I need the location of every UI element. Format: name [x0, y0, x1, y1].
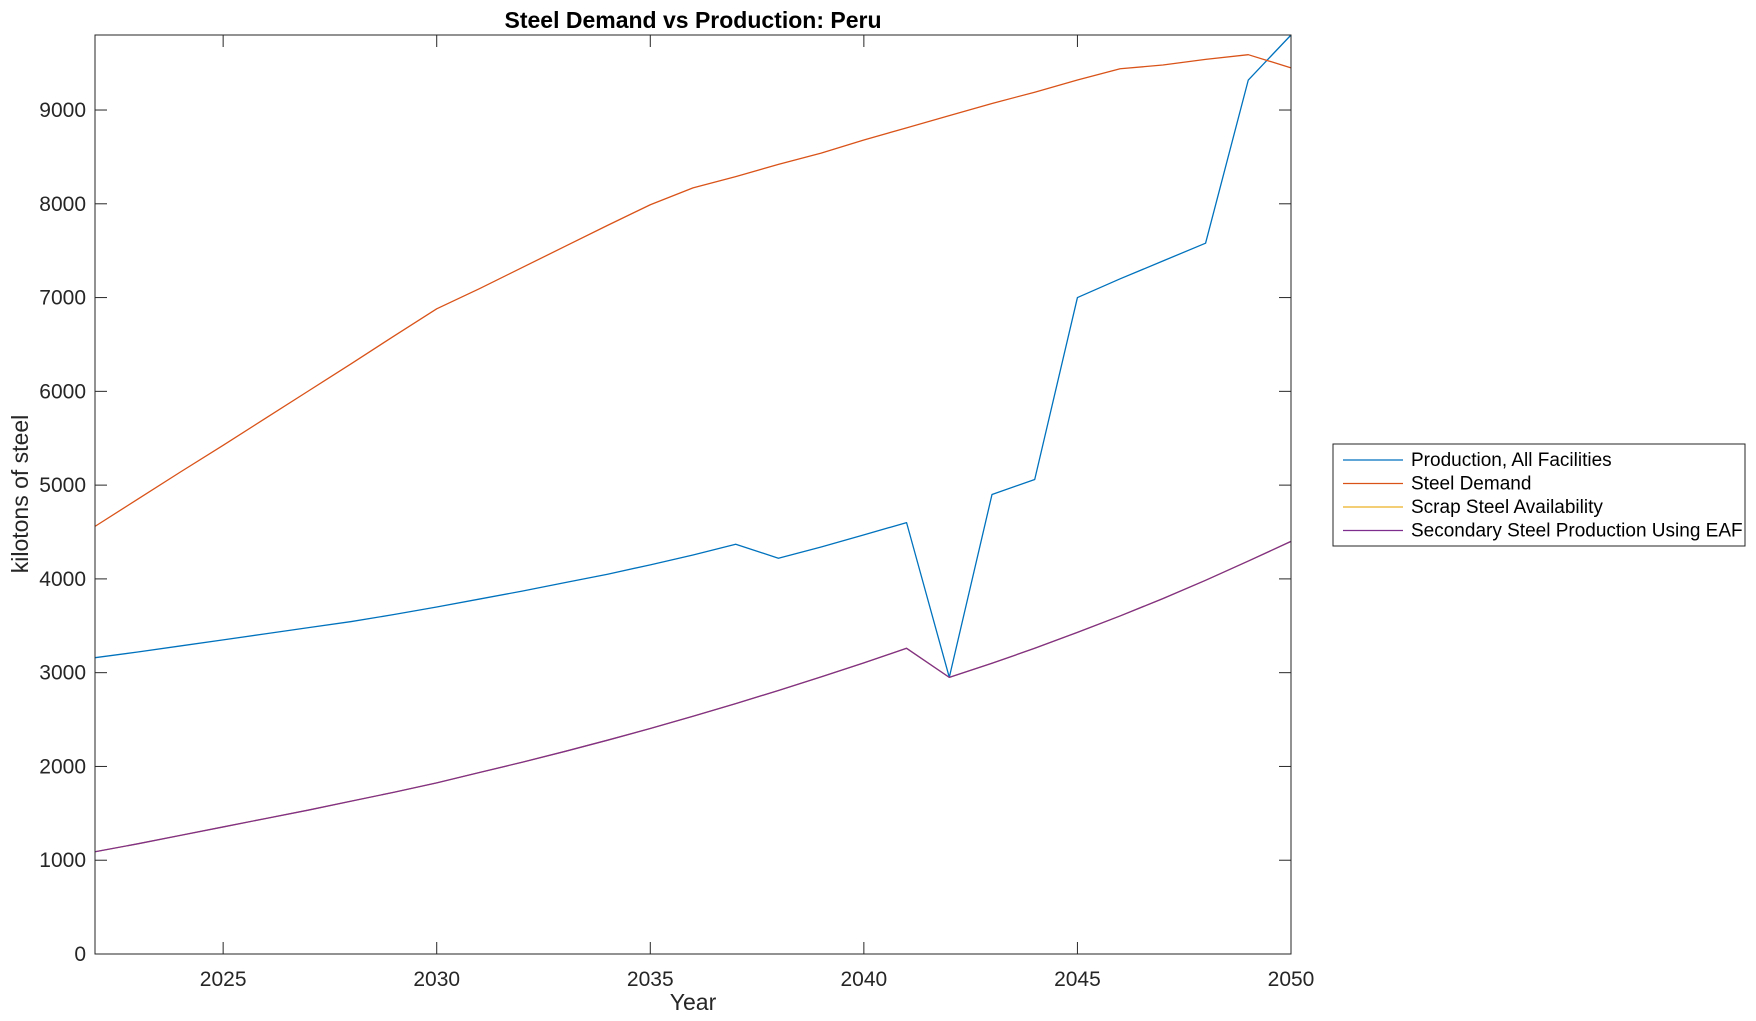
series-layer: [94, 34, 1292, 853]
plot-border: [94, 34, 1292, 955]
legend-label: Scrap Steel Availability: [1411, 497, 1603, 518]
y-tick-label: 4000: [39, 568, 86, 591]
y-tick-label: 8000: [39, 193, 86, 216]
y-tick-label: 9000: [39, 99, 86, 122]
y-tick-label: 1000: [39, 849, 86, 872]
x-tick-label: 2025: [200, 968, 247, 991]
legend-items: Production, All Facilities Steel DemandSc…: [1343, 450, 1743, 542]
legend-label: Secondary Steel Production Using EAF: [1411, 521, 1743, 542]
chart-title: Steel Demand vs Production: Peru: [504, 7, 881, 33]
series-line-0: [94, 34, 1292, 679]
x-tick-label: 2045: [1054, 968, 1101, 991]
y-tick-label: 2000: [39, 755, 86, 778]
x-tick-label: 2050: [1268, 968, 1315, 991]
y-tick-label: 6000: [39, 380, 86, 403]
x-tick-label: 2035: [627, 968, 674, 991]
y-axis-label: kilotons of steel: [7, 415, 33, 574]
legend-box: [1332, 443, 1746, 547]
y-tick-label: 3000: [39, 662, 86, 685]
legend: Production, All Facilities Steel DemandSc…: [1332, 443, 1746, 547]
x-tick-label: 2040: [840, 968, 887, 991]
y-axis-ticks: 0 1000 2000 3000 4000 5000 6000 7000 8000 9000: [39, 99, 1291, 966]
y-tick-label: 7000: [39, 287, 86, 310]
y-tick-label: 5000: [39, 474, 86, 497]
x-axis-label: Year: [670, 989, 717, 1015]
series-line-1: [94, 54, 1292, 527]
x-axis-ticks: 2025 2030 2035 2040 2045 2050: [200, 35, 1315, 991]
legend-label: Production, All Facilities: [1411, 450, 1612, 471]
y-tick-label: 0: [74, 943, 86, 966]
legend-label: Steel Demand: [1411, 474, 1531, 495]
series-line-3: [94, 540, 1292, 853]
x-tick-label: 2030: [413, 968, 460, 991]
